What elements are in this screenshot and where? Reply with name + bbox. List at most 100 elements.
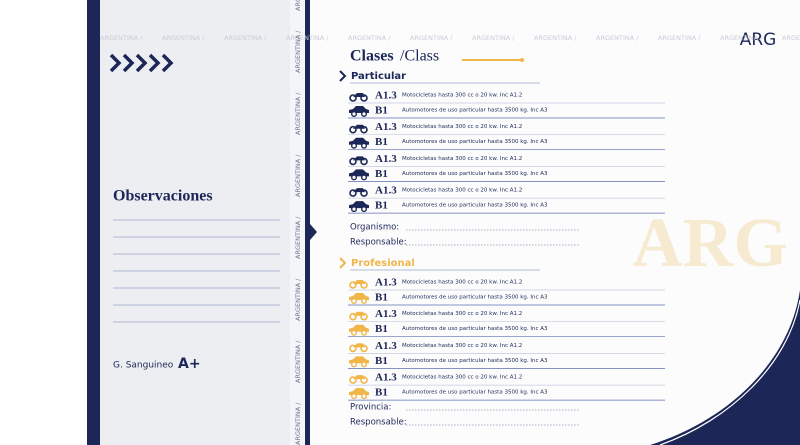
class-description: Automotores de uso particular hasta 3500… (402, 171, 548, 177)
watermark-top: ARGENTINA / (348, 34, 391, 42)
class-code: B1 (375, 292, 388, 304)
body (353, 93, 365, 97)
observations-title: Observaciones (113, 188, 213, 205)
wheel (361, 142, 368, 149)
wheel (351, 110, 358, 117)
moto-icon (349, 375, 368, 384)
content: ARGENTINA / ARGENTINA / ARGENTINA / ARGENTI… (100, 0, 800, 445)
corner-line (659, 299, 800, 445)
class-code: B1 (375, 323, 388, 335)
wheel (361, 298, 368, 305)
car-icon (349, 293, 369, 305)
class-code: B1 (375, 200, 388, 212)
section-arrow (339, 70, 347, 82)
moto-icon (349, 280, 368, 289)
moto-icon (349, 156, 368, 166)
class-code: B1 (375, 136, 388, 148)
class-description: Motocicletas hasta 300 cc o 20 kw. Inc A… (402, 343, 522, 349)
wheel (349, 157, 357, 166)
wheel (351, 329, 358, 336)
class-description: Motocicletas hasta 300 cc o 20 kw. Inc A… (402, 311, 522, 317)
field-label: Organismo: (350, 223, 399, 233)
moto-icon (349, 343, 368, 353)
wheel (351, 393, 358, 400)
class-description: Automotores de uso particular hasta 3500… (402, 390, 548, 396)
wheel (361, 174, 368, 181)
watermark-top: ARGENTINA / (720, 34, 763, 42)
class-code: A1.3 (375, 185, 397, 197)
wheel (351, 142, 358, 149)
class-description: Automotores de uso particular hasta 3500… (402, 139, 548, 145)
wheel (349, 376, 357, 384)
watermark-side: ARGENTINA / (294, 278, 302, 321)
moto-icon (349, 188, 368, 197)
car-icon (349, 201, 369, 213)
watermark-side: ARGENTINA / (294, 92, 302, 135)
body (353, 156, 365, 161)
class-description: Automotores de uso particular hasta 3500… (402, 358, 548, 364)
class-code: B1 (375, 105, 388, 117)
class-code: A1.3 (375, 277, 397, 289)
watermark-top: ARGENTINA / (534, 34, 577, 42)
country-watermark: ARG (632, 205, 788, 282)
class-description: Motocicletas hasta 300 cc o 20 kw. Inc A… (402, 124, 522, 130)
class-code: B1 (375, 387, 388, 399)
wheel (349, 125, 357, 134)
body (353, 375, 365, 380)
wheel (361, 361, 368, 368)
corner-curve (650, 290, 800, 445)
class-code: B1 (375, 168, 388, 180)
classes-title-en: /Class (400, 48, 439, 65)
wheel (349, 312, 357, 321)
divider-notch (310, 224, 317, 240)
wheel (361, 206, 368, 213)
car-icon (349, 137, 369, 149)
wheel (361, 110, 368, 117)
class-code: A1.3 (375, 308, 397, 320)
class-description: Motocicletas hasta 300 cc o 20 kw. Inc A… (402, 93, 522, 99)
class-description: Motocicletas hasta 300 cc o 20 kw. Inc A… (402, 280, 522, 286)
body (353, 311, 365, 316)
watermark-top: ARGENTINA / (472, 34, 515, 42)
watermark-side: ARGENTINA / (294, 402, 302, 445)
wheel (351, 206, 358, 213)
title-dot (520, 58, 524, 62)
section-name: Profesional (351, 258, 415, 269)
car-icon (349, 324, 369, 336)
class-description: Automotores de uso particular hasta 3500… (402, 295, 548, 301)
class-description: Motocicletas hasta 300 cc o 20 kw. Inc A… (402, 375, 522, 381)
left-band (87, 0, 100, 445)
country-code: ARG (740, 30, 777, 50)
field-label: Responsable: (350, 418, 407, 428)
left-panel (100, 0, 290, 445)
wheel (349, 189, 357, 197)
class-description: Automotores de uso particular hasta 3500… (402, 108, 548, 114)
watermark-top: ARGENTINA / (286, 34, 329, 42)
wheel (349, 281, 357, 289)
watermark-top: ARGENTINA / (162, 34, 205, 42)
body (353, 280, 365, 284)
class-code: B1 (375, 355, 388, 367)
signature: G. Sanguineo (113, 361, 174, 371)
class-description: Automotores de uso particular hasta 3500… (402, 203, 548, 209)
chevrons (109, 53, 174, 73)
watermark-side: ARGENTINA / (294, 0, 302, 11)
text-strip (290, 0, 305, 445)
wheel (349, 344, 357, 353)
class-code: A1.3 (375, 340, 397, 352)
car-icon (349, 169, 369, 181)
car-icon (349, 356, 369, 368)
observation-lines (113, 219, 280, 323)
field-label: Provincia: (350, 403, 391, 413)
wheel (351, 298, 358, 305)
moto-icon (349, 311, 368, 321)
field-label: Responsable: (350, 238, 407, 248)
wheel (361, 393, 368, 400)
class-description: Automotores de uso particular hasta 3500… (402, 326, 548, 332)
car-icon (349, 106, 369, 117)
watermark-top: ARGENTINA / (410, 34, 453, 42)
watermark-top: ARGENTINA / (100, 34, 143, 42)
class-description: Motocicletas hasta 300 cc o 20 kw. Inc A… (402, 156, 522, 162)
watermark-top: ARGENTINA / (782, 34, 800, 42)
